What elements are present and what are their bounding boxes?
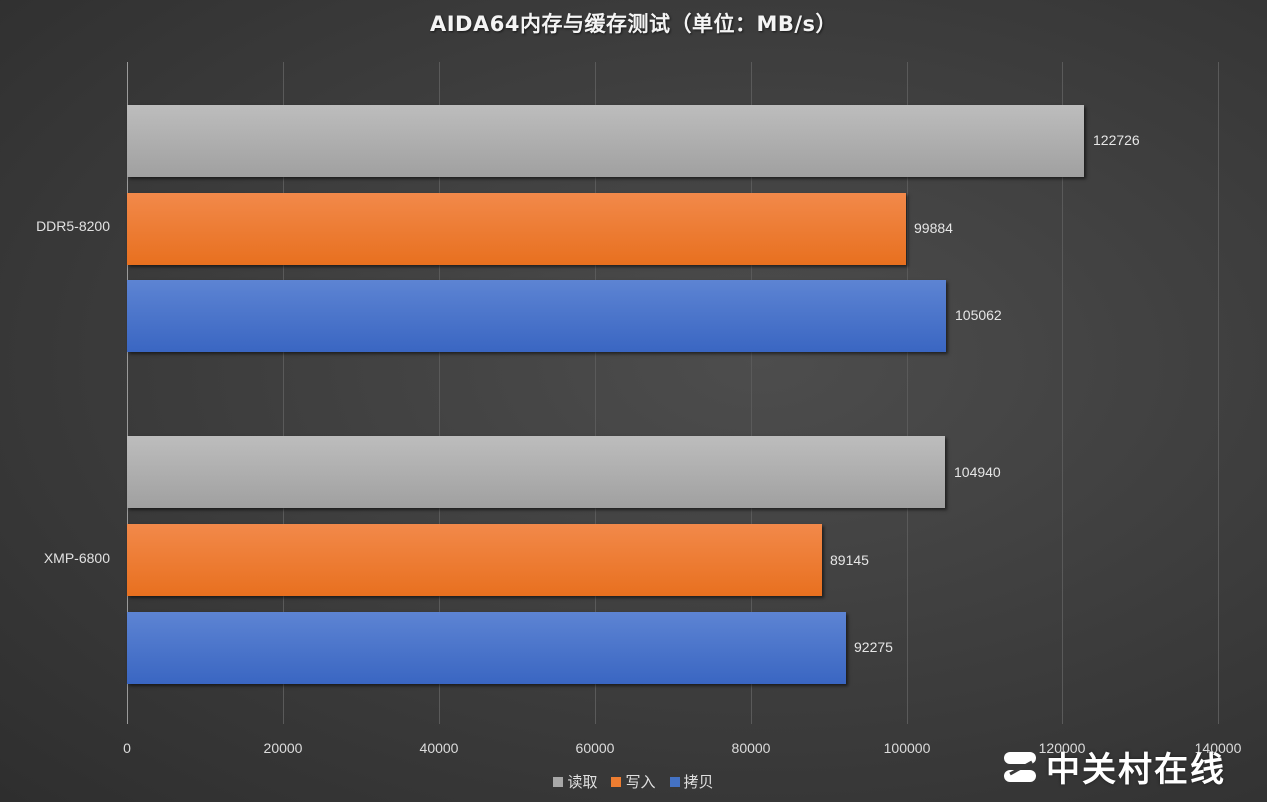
bar-xmp-write: [127, 524, 822, 596]
gridline-120000: [1062, 62, 1063, 724]
gridline-60000: [595, 62, 596, 724]
bar-xmp-read: [127, 436, 945, 508]
bar-ddr5-read: [127, 105, 1084, 177]
legend-swatch-icon: [611, 776, 622, 787]
value-label-xmp-write: 89145: [830, 552, 869, 568]
value-label-xmp-read: 104940: [954, 464, 1001, 480]
legend-label: 读取: [567, 773, 598, 791]
x-tick-label: 0: [123, 740, 131, 756]
bar-ddr5-write: [127, 193, 906, 265]
x-tick-label: 120000: [1038, 740, 1086, 756]
legend-label: 写入: [625, 773, 656, 791]
watermark: 中关村在线: [1002, 742, 1226, 791]
x-tick-label: 60000: [575, 740, 615, 756]
value-label-ddr5-copy: 105062: [955, 307, 1002, 323]
legend: 读取 写入 拷贝: [0, 771, 1267, 792]
legend-item-copy: 拷贝: [669, 771, 714, 792]
legend-swatch-icon: [669, 776, 680, 787]
chart-title: AIDA64内存与缓存测试（单位：MB/s）: [429, 12, 838, 36]
value-label-xmp-copy: 92275: [854, 639, 893, 655]
gridline-0: [127, 62, 128, 724]
x-tick-label: 80000: [731, 740, 771, 756]
watermark-text: 中关村在线: [1046, 750, 1226, 790]
zol-logo-icon: [1004, 751, 1036, 782]
gridline-100000: [907, 62, 908, 724]
gridline-140000: [1218, 62, 1219, 724]
value-label-ddr5-write: 99884: [914, 220, 953, 236]
gridline-40000: [439, 62, 440, 724]
x-tick-label: 20000: [263, 740, 303, 756]
bar-ddr5-copy: [127, 280, 946, 352]
legend-swatch-icon: [553, 776, 564, 787]
legend-label: 拷贝: [683, 773, 714, 791]
bar-xmp-copy: [127, 612, 846, 684]
x-tick-label: 140000: [1194, 740, 1242, 756]
legend-item-write: 写入: [611, 771, 656, 792]
gridline-80000: [751, 62, 752, 724]
legend-item-read: 读取: [553, 771, 597, 792]
gridline-20000: [283, 62, 284, 724]
x-tick-label: 40000: [419, 740, 459, 756]
category-label-ddr5-8200: DDR5-8200: [36, 218, 110, 234]
x-tick-label: 100000: [883, 740, 931, 756]
value-label-ddr5-read: 122726: [1093, 132, 1140, 148]
category-label-xmp-6800: XMP-6800: [43, 550, 110, 566]
plot-area: [127, 62, 1219, 724]
